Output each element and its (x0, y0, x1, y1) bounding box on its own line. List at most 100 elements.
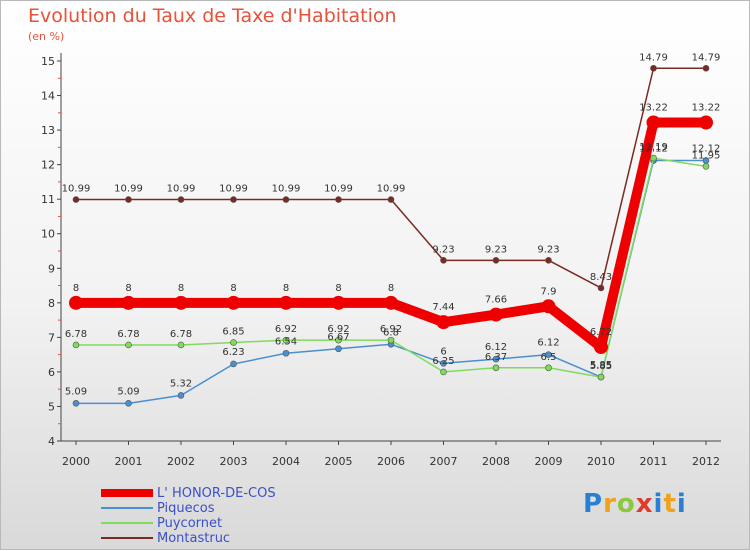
logo-letter: i (676, 489, 687, 519)
data-point (440, 368, 447, 376)
data-point (331, 295, 346, 310)
y-tick-label: 14 (41, 90, 55, 103)
data-label: 10.99 (324, 184, 353, 195)
data-label: 6.37 (485, 352, 507, 363)
data-point (545, 364, 552, 372)
legend-item-puycornet[interactable]: Puycornet (101, 516, 361, 531)
data-point (72, 341, 80, 349)
data-label: 6.92 (380, 324, 402, 335)
data-label: 12.19 (639, 142, 668, 153)
x-tick-label: 2011 (640, 455, 668, 468)
data-point (282, 349, 290, 357)
data-point (492, 257, 500, 264)
data-label: 5.32 (170, 378, 192, 389)
data-point (545, 257, 552, 264)
data-point (174, 295, 188, 310)
data-label: 8 (73, 283, 79, 294)
data-label: 10.99 (219, 184, 248, 195)
data-label: 6.78 (170, 329, 192, 340)
data-label: 6.12 (485, 342, 507, 353)
data-point (646, 115, 661, 130)
data-point (69, 295, 83, 310)
data-label: 12.12 (692, 143, 721, 154)
x-tick-label: 2008 (482, 455, 510, 468)
data-label: 6.85 (222, 327, 244, 338)
data-point (699, 115, 713, 130)
data-label: 6.78 (65, 329, 87, 340)
data-label: 6.12 (537, 338, 559, 349)
data-point (230, 360, 237, 368)
data-label: 9.23 (485, 244, 507, 255)
data-label: 8.43 (590, 272, 612, 283)
logo-letter: x (635, 489, 654, 519)
data-label: 8 (125, 283, 131, 294)
legend-label-piquecos: Piquecos (157, 501, 215, 516)
data-label: 10.99 (272, 184, 301, 195)
y-tick-label: 11 (41, 193, 55, 206)
legend-label-honor: L' HONOR-DE-COS (157, 486, 276, 501)
chart-unit-label: (en %) (28, 30, 65, 43)
series-line-l-honor-de-cos (71, 117, 711, 353)
data-label: 6.92 (327, 324, 349, 335)
data-label: 12.12 (639, 143, 668, 154)
y-tick-label: 8 (48, 297, 55, 310)
data-label: 7.9 (541, 286, 557, 297)
x-tick-label: 2012 (692, 455, 720, 468)
data-label: 5.85 (590, 360, 612, 371)
data-point (387, 196, 395, 203)
data-label: 6.54 (275, 336, 297, 347)
data-label: 11.95 (692, 150, 721, 161)
logo-letter: t (663, 489, 677, 519)
data-label: 14.79 (639, 52, 668, 63)
data-point (702, 64, 710, 72)
data-point (384, 295, 398, 310)
data-label: 10.99 (167, 184, 196, 195)
legend-label-puycornet: Puycornet (157, 516, 223, 531)
logo-letter: P (583, 489, 604, 519)
legend-item-montastruc[interactable]: Montastruc (101, 531, 361, 546)
data-label: 6.25 (432, 356, 454, 367)
data-point (72, 400, 80, 407)
data-point (387, 336, 395, 344)
data-point (335, 196, 342, 203)
data-label: 14.79 (692, 52, 721, 63)
y-tick-label: 4 (48, 435, 55, 448)
logo-letter: i (653, 489, 664, 519)
data-label: 9.23 (432, 244, 454, 255)
x-tick-label: 2005 (325, 455, 353, 468)
data-point (177, 196, 185, 203)
data-point (125, 400, 132, 407)
y-tick-label: 7 (48, 331, 55, 344)
data-point (125, 341, 132, 349)
data-label: 8 (388, 283, 394, 294)
data-label: 10.99 (62, 184, 91, 195)
data-point (226, 295, 241, 310)
data-label: 5.85 (590, 361, 612, 372)
legend-item-honor[interactable]: L' HONOR-DE-COS (101, 486, 361, 501)
data-label: 6 (440, 346, 446, 357)
data-label: 6.72 (590, 327, 612, 338)
series-line-montastruc (75, 67, 707, 289)
data-label: 7.44 (432, 302, 454, 313)
data-point (177, 392, 185, 399)
x-tick-label: 2002 (167, 455, 195, 468)
x-tick-label: 2010 (587, 455, 615, 468)
y-tick-label: 10 (41, 228, 55, 241)
data-point (335, 345, 342, 353)
data-point (492, 364, 500, 372)
legend-item-piquecos[interactable]: Piquecos (101, 501, 361, 516)
data-point (282, 336, 290, 344)
data-label: 8 (283, 283, 289, 294)
legend-label-montastruc: Montastruc (157, 531, 231, 546)
data-point (541, 299, 556, 314)
data-label: 8 (230, 283, 236, 294)
data-point (125, 196, 132, 203)
data-label: 13.22 (639, 102, 668, 113)
legend-swatch-piquecos (101, 507, 153, 509)
chart-data-labels: 8 8 8 8 8 8 8 7.44 7.66 7.9 6.72 13.22 13.22 5.09 5.09… (62, 52, 721, 397)
data-label: 8 (335, 283, 341, 294)
data-label: 6.5 (541, 352, 557, 363)
data-point (440, 359, 447, 367)
